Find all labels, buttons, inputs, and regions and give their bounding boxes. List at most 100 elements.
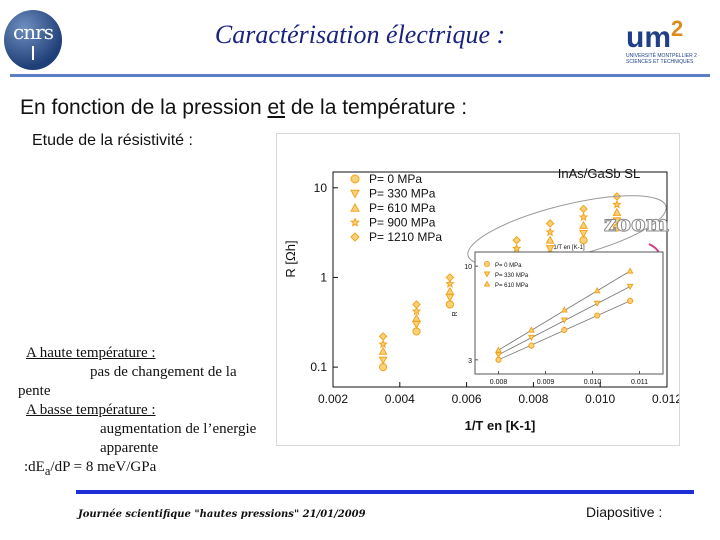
- data-point: [378, 339, 388, 349]
- inset-data-point: [561, 326, 568, 334]
- inset-data-point: [593, 287, 601, 294]
- resistivity-chart: 0.002 0.004 0.006 0.008 0.010 0.012 10 1 0.1 1/T …: [283, 166, 682, 433]
- legend-label: P= 1210 MPa: [369, 230, 442, 244]
- inset-x-axis-label: 1/T en [K-1]: [553, 245, 585, 251]
- inset-legend-label: P= 0 MPa: [495, 263, 522, 269]
- data-point: [445, 273, 455, 282]
- data-point: [445, 293, 455, 302]
- inset-data-point: [626, 283, 634, 291]
- main-x-tick-label: 0.008: [518, 392, 548, 406]
- main-x-tick-label: 0.002: [318, 392, 348, 406]
- main-x-axis-label: 1/T en [K-1]: [465, 418, 536, 433]
- section-heading: Etude de la résistivité :: [32, 132, 193, 149]
- data-point: [378, 332, 388, 341]
- legend-marker: [350, 202, 360, 212]
- main-plot-frame: [332, 171, 668, 388]
- inset-legend-marker: [484, 261, 490, 267]
- inset-data-point: [495, 352, 502, 359]
- inset-data-point: [594, 312, 601, 319]
- data-point: [412, 300, 421, 309]
- inset-x-tick-label: 0.011: [631, 379, 648, 386]
- data-point: [579, 230, 588, 239]
- inset-y-tick-label: 3: [468, 358, 472, 365]
- zoom-label: zoom: [604, 211, 669, 237]
- inset-x-tick-label: 0.008: [490, 379, 508, 386]
- header-divider: [10, 74, 710, 77]
- cnrs-logo: cnrs: [4, 10, 62, 70]
- um2-logo-subtext: UNIVERSITÉ MONTPELLIER 2 · SCIENCES ET T…: [626, 53, 700, 65]
- data-point: [378, 346, 388, 355]
- data-point: [445, 286, 455, 295]
- resistivity-figure: 0.002 0.004 0.006 0.008 0.010 0.012 10 1 0.1 1/T …: [276, 133, 682, 446]
- main-x-tick-label: 0.006: [452, 392, 482, 406]
- data-point: [545, 219, 555, 228]
- footer-text: Journée scientifique "hautes pressions" …: [78, 509, 366, 520]
- inset-legend-label: P= 330 MPa: [495, 273, 529, 279]
- main-y-tick-label: 0.1: [310, 360, 327, 374]
- inset-data-point: [495, 346, 502, 353]
- data-point: [578, 212, 589, 222]
- footer-divider: [76, 490, 694, 494]
- cnrs-logo-text: cnrs: [13, 20, 54, 44]
- note-high-temp-heading: A haute température :: [26, 345, 156, 361]
- inset-x-tick-label: 0.010: [584, 379, 602, 386]
- inset-plot-frame: [474, 251, 664, 375]
- data-point: [612, 199, 622, 209]
- main-x-tick-label: 0.010: [585, 392, 615, 406]
- data-point: [579, 220, 588, 229]
- main-x-tick-label: 0.004: [385, 392, 415, 406]
- inset-x-tick-label: 0.009: [537, 379, 555, 386]
- data-point: [378, 356, 388, 365]
- legend-marker: [349, 217, 361, 227]
- data-point: [545, 235, 555, 244]
- inset-data-point: [560, 317, 568, 324]
- slide-number-label: Diapositive :: [586, 504, 663, 520]
- data-point: [612, 207, 622, 216]
- note-low-temp-text: augmentation de l’energie: [100, 421, 257, 437]
- note-high-temp-text-cont: pente: [18, 383, 51, 399]
- inset-data-point: [560, 306, 568, 313]
- inset-data-point: [527, 334, 535, 342]
- data-point: [512, 243, 522, 253]
- note-low-temp-text-cont: apparente: [100, 440, 159, 456]
- note-low-temp-heading: A basse température :: [26, 402, 156, 418]
- inset-data-point: [626, 267, 634, 274]
- data-point: [579, 204, 588, 214]
- um2-logo: um2 UNIVERSITÉ MONTPELLIER 2 · SCIENCES …: [626, 14, 718, 65]
- note-high-temp-text: pas de changement de la: [90, 364, 237, 380]
- data-point: [445, 278, 455, 288]
- main-chart-title: InAs/GaSb SL: [558, 166, 640, 181]
- main-y-tick-label: 1: [320, 270, 327, 284]
- data-point: [411, 306, 422, 316]
- inset-legend-label: P= 610 MPa: [495, 283, 529, 289]
- data-point: [545, 245, 555, 254]
- cnrs-logo-bar: [32, 46, 34, 60]
- legend-marker: [350, 232, 360, 242]
- data-point: [412, 313, 421, 322]
- legend-label: P= 0 MPa: [369, 172, 422, 186]
- inset-data-point: [593, 300, 601, 307]
- slide-title: Caractérisation électrique :: [214, 20, 506, 49]
- data-point: [545, 227, 555, 237]
- legend-label: P= 610 MPa: [369, 201, 436, 215]
- note-pressure-coefficient: :dEa/dP = 8 meV/GPa: [24, 459, 157, 478]
- legend-marker: [350, 189, 360, 199]
- inset-legend-marker: [483, 280, 491, 287]
- legend-marker: [350, 174, 360, 184]
- main-y-axis-label: R [Ωh]: [283, 240, 298, 277]
- notes-block: A haute température : pas de changement …: [18, 344, 308, 481]
- main-x-tick-label: 0.012: [652, 392, 679, 406]
- inset-data-point: [627, 297, 634, 304]
- inset-data-point: [528, 342, 535, 349]
- legend-label: P= 900 MPa: [369, 216, 436, 230]
- data-point: [412, 320, 421, 329]
- legend-label: P= 330 MPa: [369, 187, 436, 201]
- slide-subtitle: En fonction de la pression et de la temp…: [20, 96, 468, 119]
- inset-data-point: [527, 326, 535, 333]
- data-point: [512, 235, 522, 245]
- main-y-tick-label: 10: [314, 181, 328, 195]
- inset-legend-marker: [483, 271, 491, 278]
- data-point: [612, 217, 622, 226]
- inset-y-axis-label: R: [452, 311, 459, 316]
- um2-logo-text: um2: [626, 16, 684, 54]
